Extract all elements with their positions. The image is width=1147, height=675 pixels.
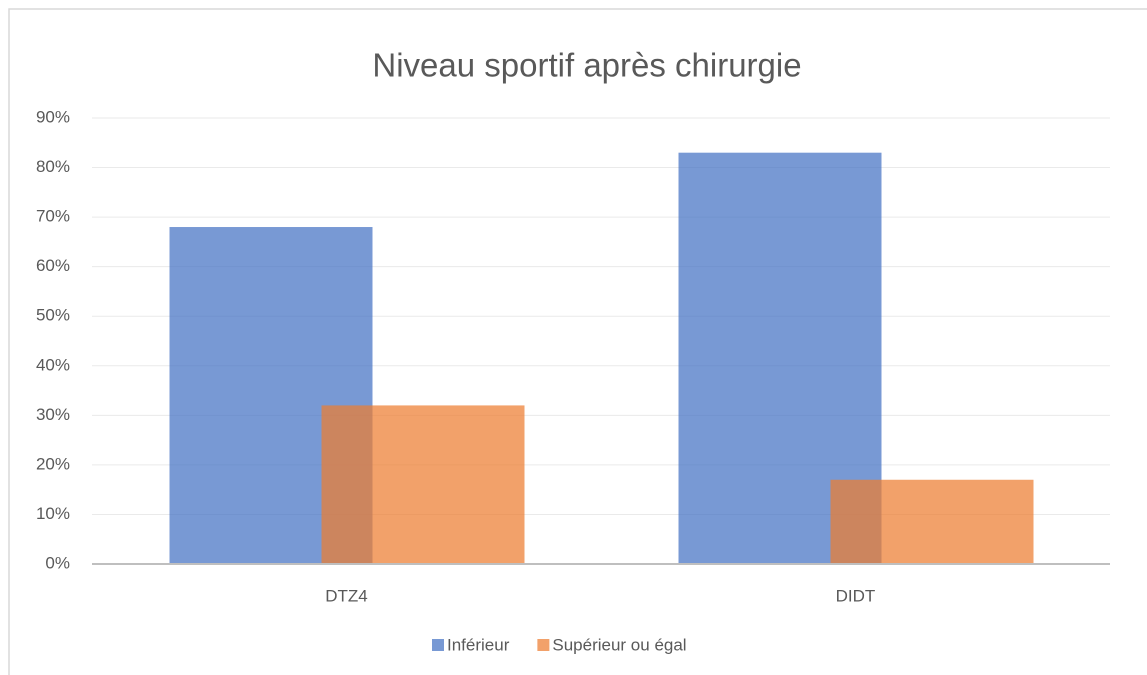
bar: [321, 405, 525, 564]
x-tick-label: DTZ4: [325, 586, 368, 605]
y-tick-label: 40%: [36, 355, 70, 374]
chart-title: Niveau sportif après chirurgie: [372, 47, 801, 84]
legend-label: Inférieur: [447, 635, 510, 654]
legend-swatch: [537, 639, 550, 651]
y-tick-label: 80%: [36, 157, 70, 176]
chart-border: [8, 8, 1147, 675]
x-tick-label: DIDT: [836, 586, 876, 605]
y-tick-label: 60%: [36, 256, 70, 275]
y-tick-label: 10%: [36, 504, 70, 523]
y-tick-label: 50%: [36, 306, 70, 325]
legend-swatch: [432, 639, 444, 651]
y-tick-label: 30%: [36, 405, 70, 424]
bar: [830, 479, 1034, 564]
y-tick-label: 0%: [45, 553, 70, 572]
legend-label: Supérieur ou égal: [552, 635, 686, 654]
y-tick-label: 70%: [36, 207, 70, 226]
y-tick-label: 90%: [36, 107, 70, 126]
y-tick-label: 20%: [36, 454, 70, 473]
